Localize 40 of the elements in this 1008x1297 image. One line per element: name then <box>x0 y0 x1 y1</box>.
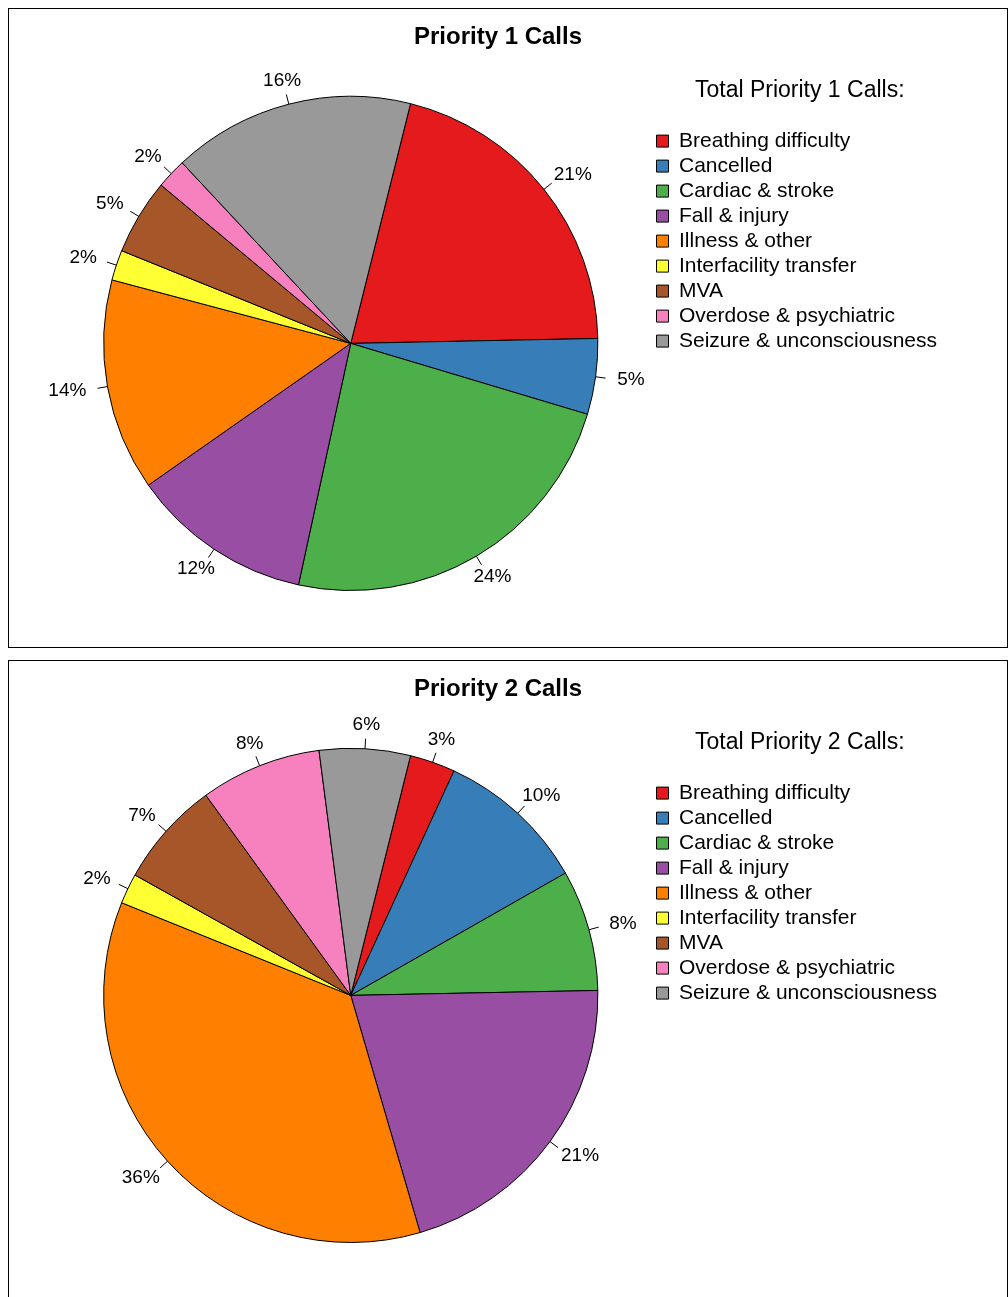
data-label: 36% <box>121 1165 160 1187</box>
legend-label: Overdose & psychiatric <box>679 954 895 978</box>
chart-title: Priority 2 Calls <box>413 674 583 702</box>
data-label: 21% <box>561 1144 600 1166</box>
chart-title: Priority 1 Calls <box>413 22 583 50</box>
legend-label: Cancelled <box>679 804 773 828</box>
data-label: 5% <box>617 368 645 390</box>
data-label: 7% <box>128 803 156 825</box>
data-label: 6% <box>352 712 381 734</box>
data-label: 2% <box>134 145 162 167</box>
legend-label: Cardiac & stroke <box>679 829 835 853</box>
legend-label: Fall & injury <box>679 202 790 226</box>
legend-label: Cardiac & stroke <box>679 177 835 201</box>
data-label: 21% <box>553 162 592 184</box>
legend-label: Cancelled <box>679 152 773 176</box>
legend-label: Illness & other <box>679 227 813 251</box>
legend-label: Illness & other <box>679 879 813 903</box>
data-label: 12% <box>176 557 216 579</box>
legend-label: Seizure & unconsciousness <box>679 979 938 1003</box>
legend-label: Seizure & unconsciousness <box>679 327 938 351</box>
data-label: 8% <box>609 911 637 933</box>
legend-label: Fall & injury <box>679 854 790 878</box>
data-label: 14% <box>48 378 87 400</box>
legend-label: MVA <box>679 277 723 301</box>
legend-label: MVA <box>679 929 723 953</box>
legend-label: Interfacility transfer <box>679 904 857 928</box>
legend-label: Overdose & psychiatric <box>679 302 895 326</box>
data-label: 16% <box>263 69 302 91</box>
data-label: 5% <box>96 192 124 214</box>
legend-label: Breathing difficulty <box>679 127 851 151</box>
data-label: 8% <box>235 731 264 753</box>
data-label: 2% <box>69 245 97 267</box>
data-label: 3% <box>427 727 456 749</box>
data-label: 24% <box>473 565 512 587</box>
data-label: 10% <box>522 783 561 805</box>
legend-title: Total Priority 1 Calls: <box>694 75 905 102</box>
legend-title: Total Priority 2 Calls: <box>694 727 905 754</box>
legend-label: Breathing difficulty <box>679 779 851 803</box>
data-label: 2% <box>83 866 111 888</box>
legend-label: Interfacility transfer <box>679 252 857 276</box>
